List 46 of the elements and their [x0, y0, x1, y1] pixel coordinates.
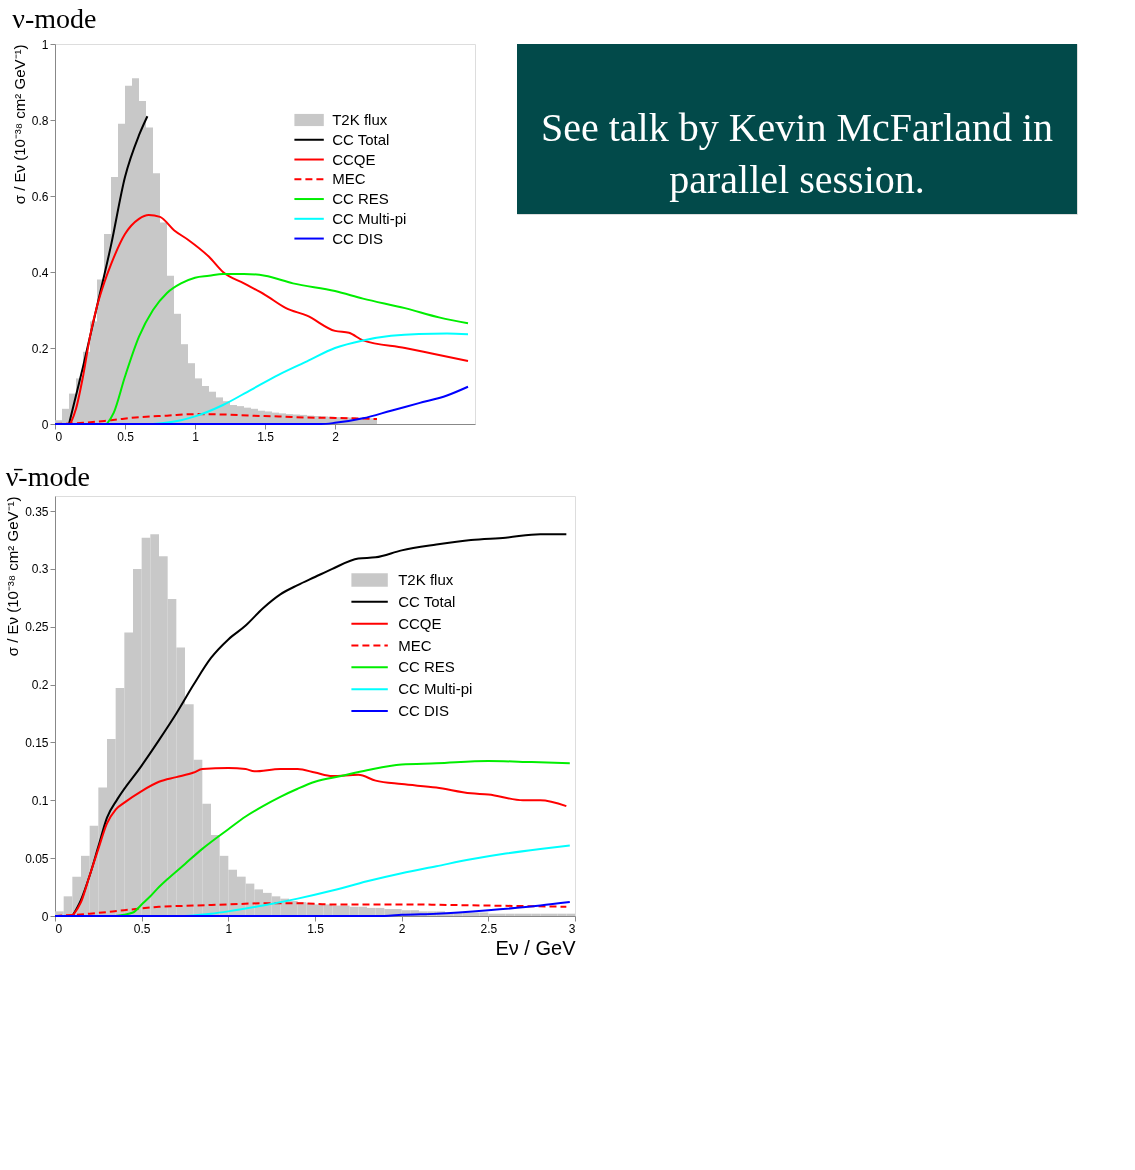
y-tick-label: 0.05	[25, 851, 49, 866]
y-tick-label: 0.4	[31, 265, 49, 280]
legend-label: CC DIS	[398, 702, 450, 720]
x-tick-label: 0.5	[117, 429, 135, 444]
legend-label: T2K flux	[332, 111, 388, 128]
legend-label: T2K flux	[398, 571, 454, 588]
y-tick-label: 0.25	[25, 620, 49, 635]
y-tick-label: 0	[41, 909, 49, 924]
y-tick-label: 0.15	[25, 735, 49, 750]
x-tick-label: 1	[225, 921, 233, 936]
x-tick-label: 1.5	[307, 921, 325, 936]
legend-label: CC RES	[398, 658, 455, 676]
legend-label: MEC	[398, 636, 432, 654]
y-tick-label: 0.35	[25, 504, 49, 519]
x-tick-label: 2	[398, 921, 406, 936]
x-tick-label: 0	[55, 921, 63, 936]
legend-label: MEC	[332, 170, 366, 188]
x-tick-label: 1.5	[257, 429, 275, 444]
x-tick-label: 3	[568, 921, 576, 936]
legend-label: CC Multi-pi	[398, 680, 473, 698]
y-tick-label: 0	[41, 417, 49, 432]
y-tick-label: 0.2	[31, 678, 49, 693]
legend-label: CC DIS	[332, 229, 384, 247]
legend-label: CCQE	[332, 150, 376, 168]
y-tick-label: 0.6	[31, 189, 49, 204]
text: See talk by Kevin McFarland in parallel session.	[540, 105, 1054, 202]
y-tick-label: 0.3	[31, 562, 49, 577]
x-tick-label: 0	[55, 429, 63, 444]
y-tick-label: 0.1	[31, 793, 49, 808]
y-tick-label: 1	[41, 37, 49, 52]
x-tick-label: 0.5	[133, 921, 151, 936]
chart-title: ν-mode	[12, 3, 97, 34]
y-axis-title: σ / Eν (10⁻³⁸ cm² GeV⁻¹)	[4, 496, 22, 657]
chart-title: ν̄-mode	[5, 461, 90, 492]
x-tick-label: 2	[332, 429, 340, 444]
y-axis-title: σ / Eν (10⁻³⁸ cm² GeV⁻¹)	[10, 44, 28, 205]
legend-label: CCQE	[398, 614, 442, 632]
x-axis-title: Eν / GeV	[495, 936, 577, 959]
legend-label: CC Total	[398, 592, 456, 610]
legend-label: CC RES	[332, 190, 389, 208]
y-tick-label: 0.2	[31, 341, 49, 356]
legend-label: CC Multi-pi	[332, 209, 407, 227]
legend-label: CC Total	[332, 130, 390, 148]
x-tick-label: 1	[192, 429, 200, 444]
y-tick-label: 0.8	[31, 113, 49, 128]
x-tick-label: 2.5	[480, 921, 498, 936]
